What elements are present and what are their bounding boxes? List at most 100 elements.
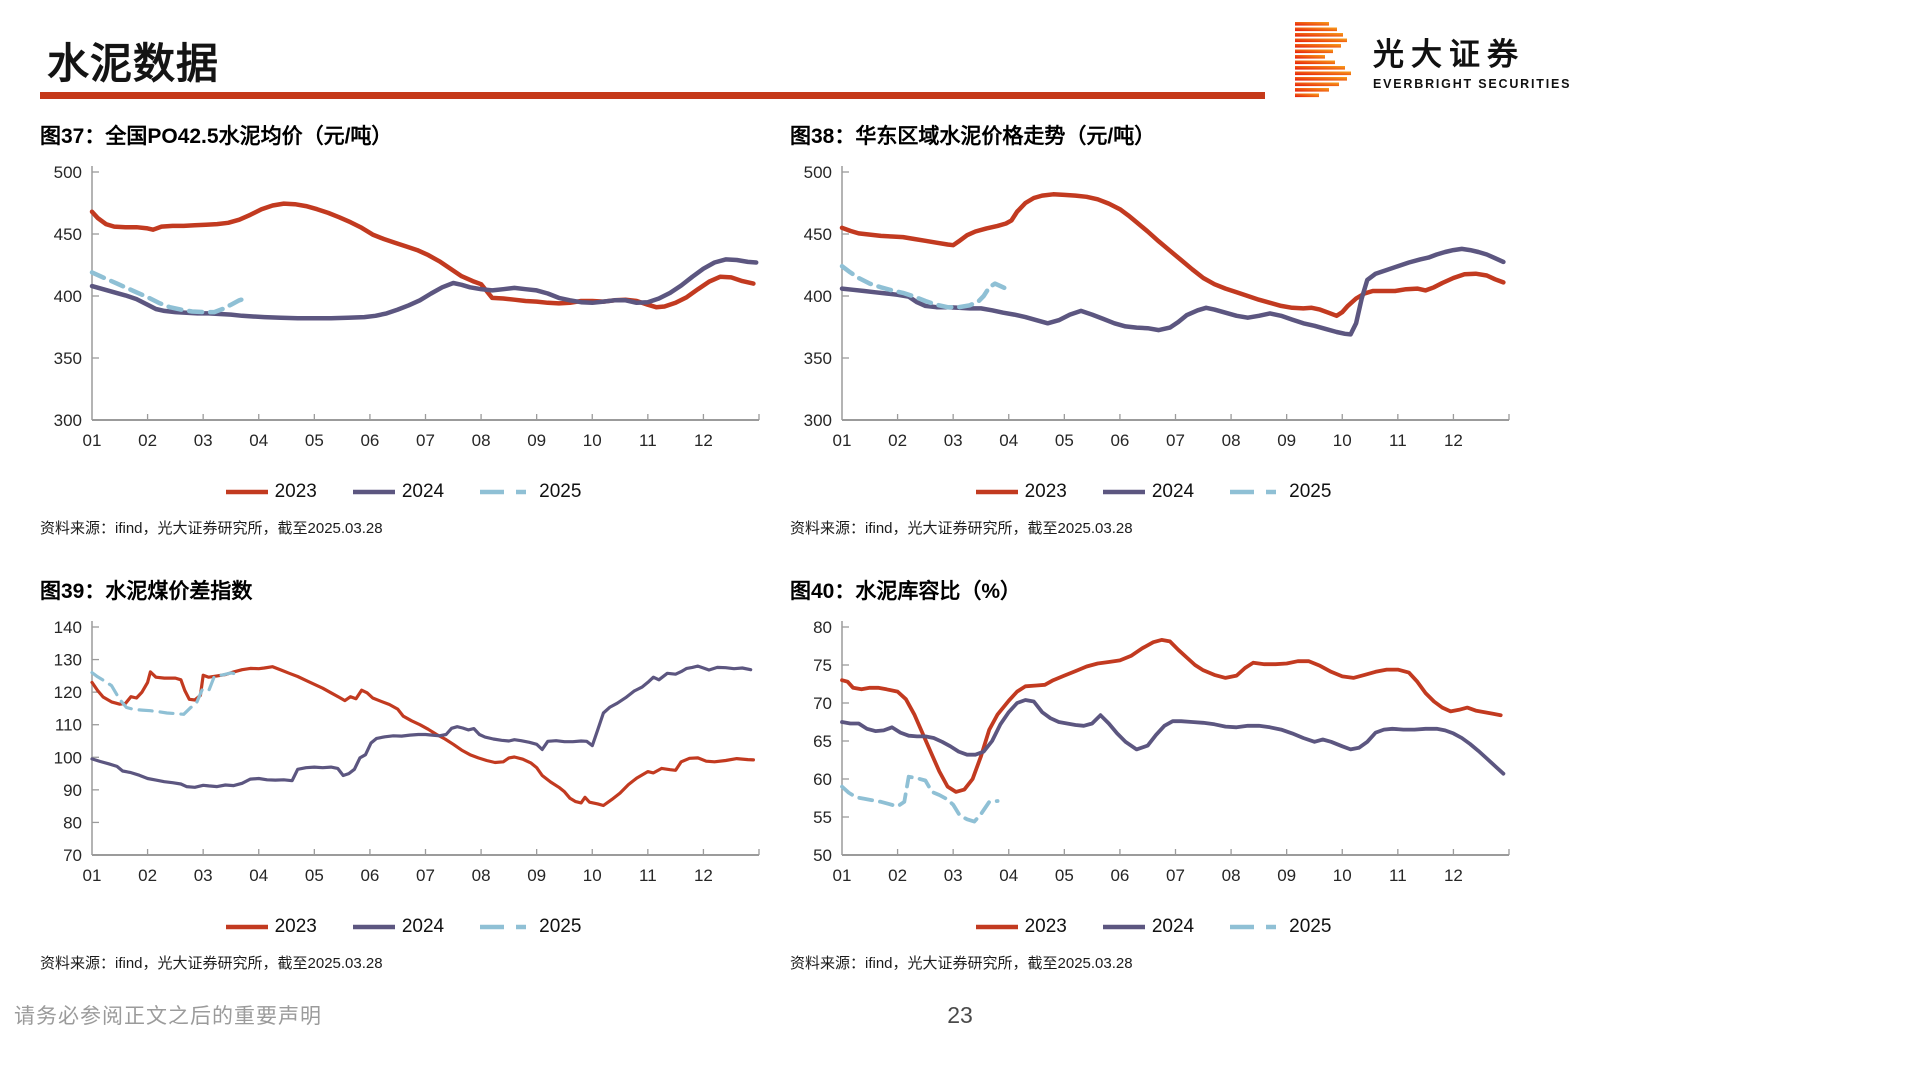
x-tick-label: 03 bbox=[194, 431, 213, 450]
legend-item-2024: 2024 bbox=[351, 481, 444, 503]
legend-item-2024: 2024 bbox=[351, 916, 444, 938]
x-tick-label: 02 bbox=[888, 431, 907, 450]
x-tick-label: 09 bbox=[527, 866, 546, 885]
everbright-logo: 光大证券 EVERBRIGHT SECURITIES bbox=[1295, 22, 1571, 98]
page-title: 水泥数据 bbox=[47, 40, 220, 87]
x-tick-label: 12 bbox=[1444, 866, 1463, 885]
legend-label-2023: 2023 bbox=[274, 916, 317, 937]
y-tick-label: 70 bbox=[63, 846, 82, 865]
x-tick-label: 02 bbox=[138, 431, 157, 450]
x-tick-label: 04 bbox=[249, 431, 268, 450]
legend-swatch-2024 bbox=[1102, 924, 1145, 930]
legend-swatch-2024 bbox=[352, 489, 395, 495]
legend-swatch-2025 bbox=[1230, 924, 1283, 930]
everbright-logo-icon bbox=[1295, 22, 1351, 98]
chart-37-source: 资料来源：ifind，光大证券研究所，截至2025.03.28 bbox=[40, 520, 383, 537]
x-tick-label: 07 bbox=[1166, 866, 1185, 885]
chart-39-title: 图39：水泥煤价差指数 bbox=[40, 580, 253, 603]
series-line-2023 bbox=[90, 665, 756, 808]
y-tick-label: 350 bbox=[54, 349, 82, 368]
chart-40-plot: 50 55 60 65 70 75 80 01 02 03 04 05 06 07 08 09 10 11 12 bbox=[813, 618, 1510, 885]
x-tick-label: 05 bbox=[1055, 431, 1074, 450]
chart-37-title: 图37：全国PO42.5水泥均价（元/吨） bbox=[40, 125, 393, 148]
series-line-2025 bbox=[840, 774, 1000, 824]
chart-37-plot: 300 350 400 450 500 01 02 03 04 05 06 07 08 09 10 11 12 bbox=[54, 163, 760, 450]
legend-swatch-2024 bbox=[352, 924, 395, 930]
x-tick-label: 11 bbox=[639, 431, 657, 450]
y-tick-label: 350 bbox=[804, 349, 832, 368]
x-tick-label: 02 bbox=[138, 866, 157, 885]
legend-item-2025: 2025 bbox=[478, 481, 581, 503]
legend-item-2024: 2024 bbox=[1101, 916, 1194, 938]
series-line-2024 bbox=[90, 664, 753, 789]
y-tick-label: 500 bbox=[804, 163, 832, 182]
legend-item-2023: 2023 bbox=[974, 916, 1067, 938]
x-tick-label: 09 bbox=[1277, 431, 1296, 450]
x-tick-label: 06 bbox=[1110, 866, 1129, 885]
y-tick-label: 130 bbox=[54, 651, 82, 670]
legend-label-2023: 2023 bbox=[1024, 916, 1067, 937]
x-tick-label: 08 bbox=[472, 431, 491, 450]
legend-item-2025: 2025 bbox=[1228, 481, 1331, 503]
chart-40-legend: 2023 2024 2025 bbox=[790, 912, 1515, 942]
x-tick-label: 09 bbox=[1277, 866, 1296, 885]
legend-label-2024: 2024 bbox=[1151, 481, 1195, 502]
y-tick-label: 65 bbox=[813, 732, 832, 751]
y-tick-label: 140 bbox=[54, 618, 82, 637]
legend-item-2025: 2025 bbox=[478, 916, 581, 938]
x-tick-label: 01 bbox=[833, 431, 852, 450]
y-tick-label: 110 bbox=[55, 716, 82, 735]
x-tick-label: 12 bbox=[694, 866, 713, 885]
legend-label-2023: 2023 bbox=[274, 481, 317, 502]
y-tick-label: 400 bbox=[804, 287, 832, 306]
chart-40-title: 图40：水泥库容比（%） bbox=[790, 580, 1022, 603]
chart-39-source: 资料来源：ifind，光大证券研究所，截至2025.03.28 bbox=[40, 955, 383, 972]
chart-panel-38: 图38：华东区域水泥价格走势（元/吨） 300 350 400 450 500 01 02 0… bbox=[790, 120, 1515, 538]
series-line-2023 bbox=[89, 201, 756, 310]
x-tick-label: 05 bbox=[305, 866, 324, 885]
x-tick-label: 12 bbox=[694, 431, 713, 450]
y-tick-label: 90 bbox=[63, 781, 82, 800]
legend-item-2023: 2023 bbox=[974, 481, 1067, 503]
title-accent-rule bbox=[40, 92, 1265, 99]
legend-label-2025: 2025 bbox=[1289, 481, 1332, 502]
legend-label-2024: 2024 bbox=[401, 916, 445, 937]
y-tick-label: 300 bbox=[54, 411, 82, 430]
x-tick-label: 04 bbox=[999, 431, 1018, 450]
chart-39-plot: 70 80 90 100 110 120 130 140 01 02 03 04 05 06 07 08 09 1… bbox=[54, 618, 760, 885]
x-tick-label: 06 bbox=[360, 866, 379, 885]
x-tick-label: 12 bbox=[1444, 431, 1463, 450]
chart-38-legend: 2023 2024 2025 bbox=[790, 477, 1515, 507]
x-tick-label: 10 bbox=[583, 431, 602, 450]
page-number: 23 bbox=[947, 1002, 973, 1028]
x-tick-label: 08 bbox=[472, 866, 491, 885]
chart-panel-40: 图40：水泥库容比（%） 50 55 60 65 70 75 80 01 02 03 04 05 06 0… bbox=[790, 575, 1515, 973]
y-tick-label: 60 bbox=[813, 770, 832, 789]
legend-label-2024: 2024 bbox=[401, 481, 445, 502]
series-line-2023 bbox=[839, 192, 1506, 319]
y-tick-label: 50 bbox=[813, 846, 832, 865]
legend-swatch-2025 bbox=[1230, 489, 1283, 495]
series-line-2025 bbox=[839, 263, 1009, 310]
x-tick-label: 08 bbox=[1222, 431, 1241, 450]
y-tick-label: 120 bbox=[54, 683, 82, 702]
x-tick-label: 06 bbox=[360, 431, 379, 450]
y-tick-label: 80 bbox=[813, 618, 832, 637]
series-line-2024 bbox=[840, 698, 1506, 776]
legend-label-2024: 2024 bbox=[1151, 916, 1195, 937]
y-tick-label: 75 bbox=[813, 656, 832, 675]
legend-item-2023: 2023 bbox=[224, 916, 317, 938]
legend-item-2025: 2025 bbox=[1228, 916, 1331, 938]
legend-swatch-2023 bbox=[975, 924, 1018, 930]
x-tick-label: 05 bbox=[1055, 866, 1074, 885]
chart-38-source: 资料来源：ifind，光大证券研究所，截至2025.03.28 bbox=[790, 520, 1133, 537]
y-tick-label: 100 bbox=[54, 748, 82, 767]
chart-40-source: 资料来源：ifind，光大证券研究所，截至2025.03.28 bbox=[790, 955, 1133, 972]
chart-37-legend: 2023 2024 2025 bbox=[40, 477, 765, 507]
x-tick-label: 01 bbox=[833, 866, 852, 885]
chart-39-legend: 2023 2024 2025 bbox=[40, 912, 765, 942]
y-tick-label: 450 bbox=[804, 225, 832, 244]
series-line-2023 bbox=[840, 637, 1503, 794]
y-tick-label: 70 bbox=[813, 694, 832, 713]
x-tick-label: 11 bbox=[1389, 431, 1407, 450]
